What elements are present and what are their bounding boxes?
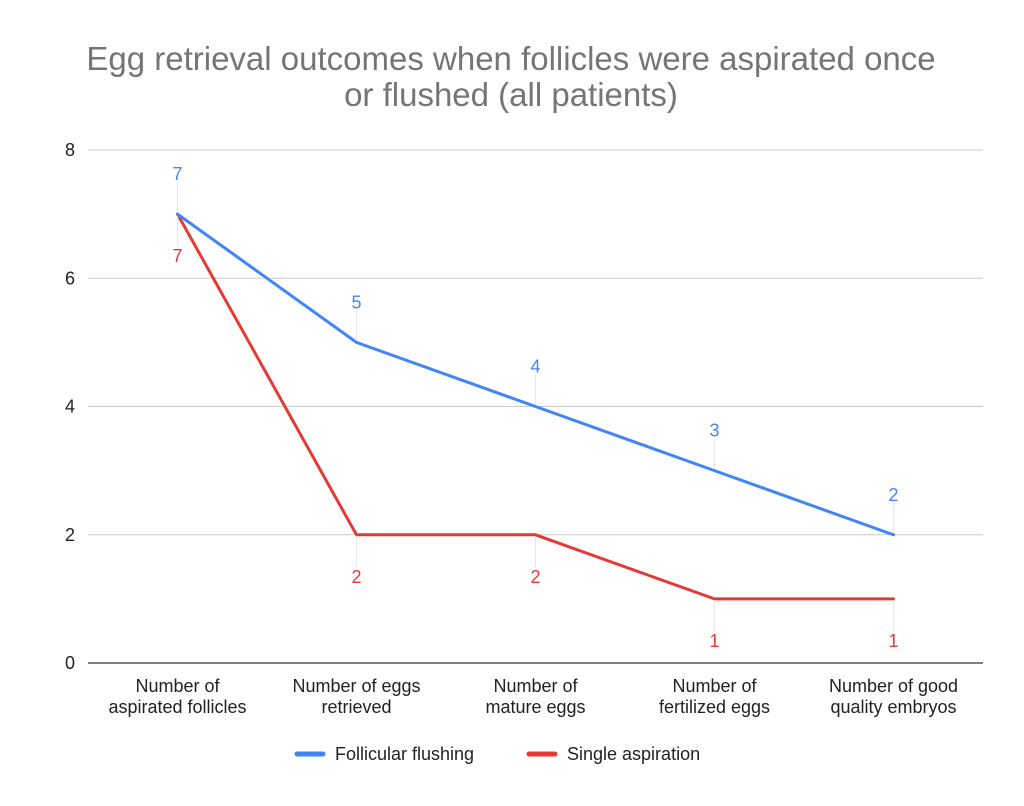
legend-label: Follicular flushing: [335, 744, 474, 764]
y-tick-label: 4: [65, 397, 75, 417]
data-label-single-aspiration: 1: [709, 631, 719, 651]
x-tick-label: Number of eggs retrieved: [292, 676, 420, 717]
data-label-single-aspiration: 2: [351, 567, 361, 587]
chart-title: Egg retrieval outcomes when follicles we…: [86, 40, 935, 113]
y-tick-label: 2: [65, 525, 75, 545]
y-axis-tick-labels: 0 2 4 6 8: [65, 140, 75, 673]
chart-title-line-2: or flushed (all patients): [344, 76, 678, 113]
legend-item-follicular-flushing: Follicular flushing: [294, 744, 474, 764]
data-label-follicular-flushing: 3: [709, 421, 719, 441]
data-labels: 7 5 4 3 2 7 2 2 1 1: [172, 164, 898, 651]
y-tick-label: 6: [65, 268, 75, 288]
data-label-follicular-flushing: 7: [172, 164, 182, 184]
series-line-follicular-flushing: [176, 212, 895, 537]
x-tick-label: Number of good quality embryos: [829, 676, 958, 717]
x-tick-label: Number of mature eggs: [485, 676, 585, 717]
data-label-single-aspiration: 1: [888, 631, 898, 651]
legend-label: Single aspiration: [567, 744, 700, 764]
data-label-follicular-flushing: 4: [530, 357, 540, 377]
y-tick-label: 8: [65, 140, 75, 160]
series-line-single-aspiration: [176, 212, 895, 601]
x-tick-label: Number of aspirated follicles: [108, 676, 246, 717]
gridlines: [88, 149, 983, 536]
legend: Follicular flushing Single aspiration: [294, 744, 700, 764]
series-lines: [176, 212, 895, 601]
legend-item-single-aspiration: Single aspiration: [526, 744, 700, 764]
data-label-follicular-flushing: 5: [351, 292, 361, 312]
x-tick-label: Number of fertilized eggs: [659, 676, 770, 717]
chart-title-line-1: Egg retrieval outcomes when follicles we…: [86, 40, 935, 77]
data-label-single-aspiration: 7: [172, 246, 182, 266]
x-axis: Number of aspirated follicles Number of eg…: [88, 662, 983, 717]
y-tick-label: 0: [65, 653, 75, 673]
data-label-single-aspiration: 2: [530, 567, 540, 587]
data-label-follicular-flushing: 2: [888, 485, 898, 505]
